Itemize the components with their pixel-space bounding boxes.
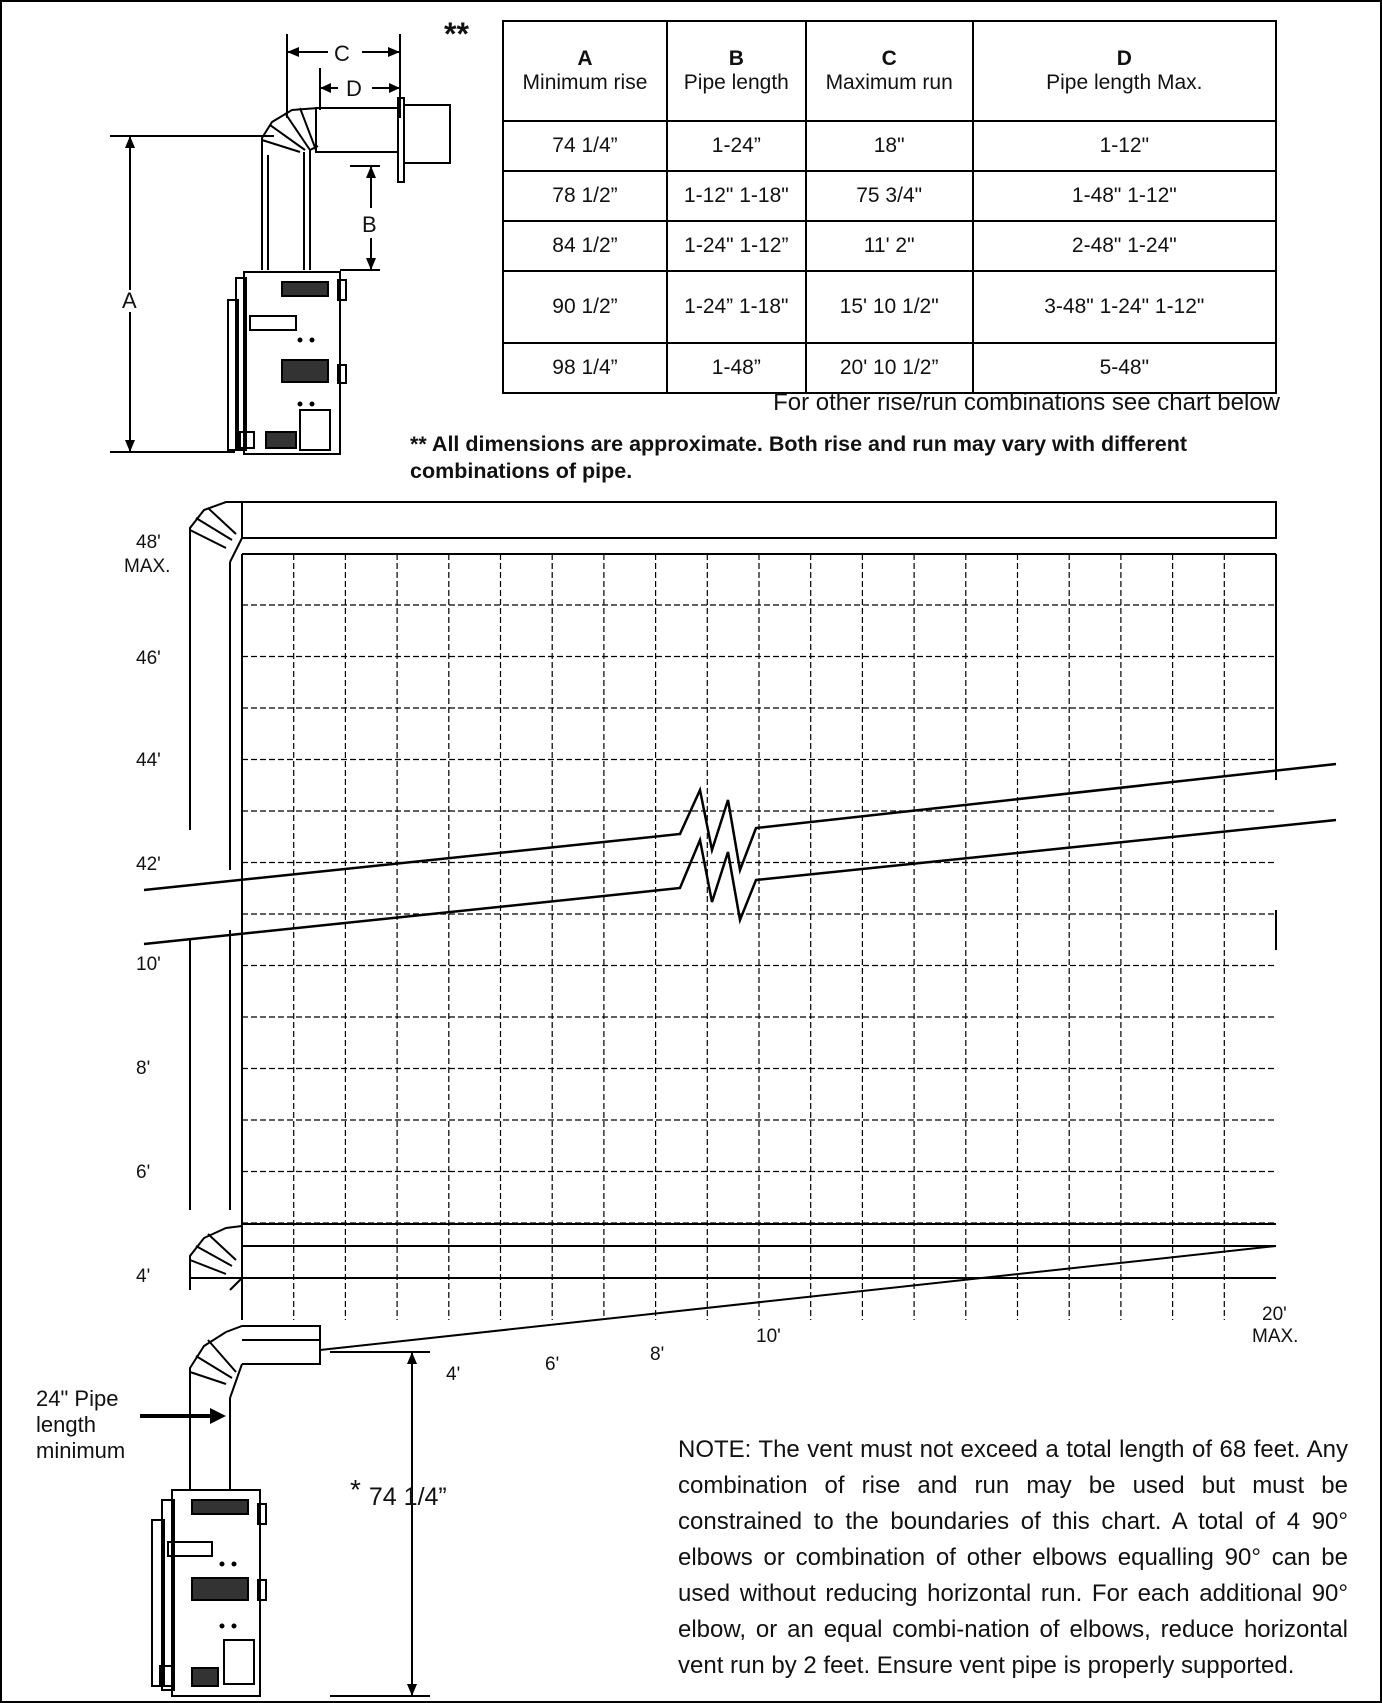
table-cell: 1-24" 1-12” <box>665 220 807 272</box>
table-cell: 78 1/2” <box>502 170 668 222</box>
vent-length-note: NOTE: The vent must not exceed a total l… <box>678 1436 1348 1679</box>
chart-grid <box>242 554 1276 1320</box>
dim-label-d: D <box>346 76 362 101</box>
x-tick-label: 10' <box>756 1326 781 1347</box>
y-max-label: MAX. <box>124 556 170 577</box>
x-tick-label: 4' <box>446 1364 460 1385</box>
height-dimension-label: * 74 1/4” <box>350 1474 447 1512</box>
table-cell: 11' 2" <box>804 220 974 272</box>
y-tick-label: 46' <box>136 648 161 669</box>
axis-labels: 48'46'44'42'MAX.10'8'6'4'4' 6' 8'10'20'MAX… <box>124 532 1298 1385</box>
y-tick-label: 4' <box>136 1266 150 1287</box>
table-cell: 1-48” <box>665 342 807 394</box>
header-cell-d: D Pipe length Max. <box>971 20 1278 122</box>
approximate-note: ** All dimensions are approximate. Both … <box>410 431 1290 485</box>
table-cell: 84 1/2” <box>502 220 668 272</box>
table-cell: 20' 10 1/2” <box>804 342 974 394</box>
pipe-minimum-label: 24" Pipe length minimum <box>36 1386 126 1463</box>
table-stars: ** <box>444 16 469 52</box>
x-max-label: MAX. <box>1252 1326 1298 1347</box>
height-asterisk: * <box>350 1474 361 1505</box>
table-cell: 90 1/2” <box>502 270 668 344</box>
table-cell: 2-48" 1-24" <box>971 220 1278 272</box>
x-tick-label: 8' <box>650 1344 664 1365</box>
table-cell: 1-24” 1-18" <box>665 270 807 344</box>
table-row: 78 1/2” 1-12" 1-18" 75 3/4" 1-48" 1-12" <box>502 170 1278 222</box>
dim-label-a: A <box>122 288 137 313</box>
table-cell: 5-48" <box>971 342 1278 394</box>
x-tick-label: 6' <box>545 1354 559 1375</box>
height-value: 74 1/4” <box>368 1483 447 1511</box>
dim-label-c: C <box>334 41 350 66</box>
table-cell: 3-48" 1-24" 1-12" <box>971 270 1278 344</box>
y-tick-label: 48' <box>136 532 161 553</box>
table-cell: 1-12" <box>971 120 1278 172</box>
top-horizontal-pipe <box>241 501 1277 539</box>
spec-table: A Minimum rise B Pipe length C Maximum run … <box>502 20 1278 394</box>
table-header-row: A Minimum rise B Pipe length C Maximum run … <box>502 20 1278 122</box>
x-tick-label: 20' <box>1262 1304 1287 1325</box>
header-cell-c: C Maximum run <box>804 20 974 122</box>
header-cell-a: A Minimum rise <box>502 20 668 122</box>
table-cell: 18" <box>804 120 974 172</box>
table-cell: 1-12" 1-18" <box>665 170 807 222</box>
table-row: 74 1/4” 1-24” 18" 1-12" <box>502 120 1278 172</box>
top-stove-diagram: C D A B <box>110 34 451 455</box>
table-row: 84 1/2” 1-24" 1-12” 11' 2" 2-48" 1-24" <box>502 220 1278 272</box>
other-combinations-note: For other rise/run combinations see char… <box>773 389 1280 416</box>
table-cell: 1-48" 1-12" <box>971 170 1278 222</box>
approximate-text: All dimensions are approximate. Both ris… <box>410 432 1187 483</box>
table-row: 90 1/2” 1-24” 1-18" 15' 10 1/2" 3-48" 1-… <box>502 270 1278 344</box>
table-row: 98 1/4” 1-48” 20' 10 1/2” 5-48" <box>502 342 1278 394</box>
y-tick-label: 44' <box>136 750 161 771</box>
y-tick-label: 42' <box>136 854 161 875</box>
y-tick-label: 6' <box>136 1162 150 1183</box>
table-cell: 98 1/4” <box>502 342 668 394</box>
approximate-stars: ** <box>410 432 427 456</box>
table-cell: 15' 10 1/2" <box>804 270 974 344</box>
table-cell: 75 3/4" <box>804 170 974 222</box>
dim-label-b: B <box>362 212 377 237</box>
table-cell: 1-24” <box>665 120 807 172</box>
table-cell: 74 1/4” <box>502 120 668 172</box>
y-tick-label: 10' <box>136 954 161 975</box>
header-cell-b: B Pipe length <box>665 20 807 122</box>
y-tick-label: 8' <box>136 1058 150 1079</box>
